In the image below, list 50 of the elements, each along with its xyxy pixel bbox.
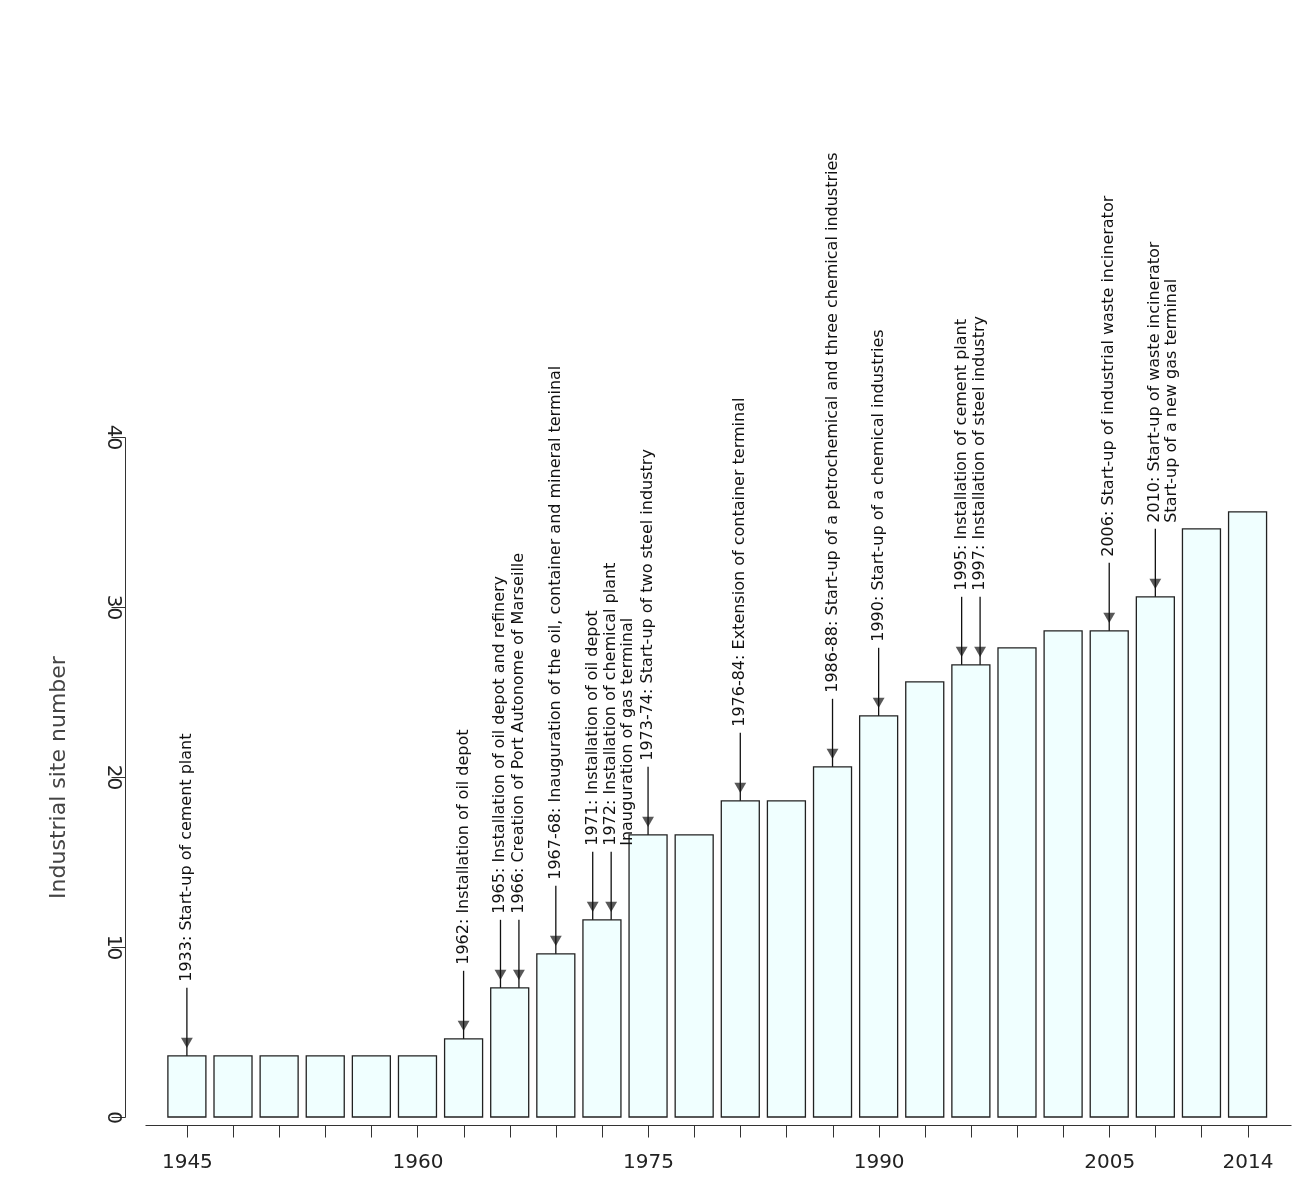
bar	[397, 1055, 438, 1118]
annotation: 1990: Start-up of a chemical industries	[867, 329, 887, 642]
bar	[490, 987, 530, 1118]
x-tick-label: 1975	[623, 1148, 675, 1173]
bar	[1135, 596, 1175, 1118]
annotation: 1997: Installation of steel industry	[969, 316, 989, 591]
bar	[536, 953, 576, 1118]
x-tick-label: 2005	[1084, 1148, 1136, 1173]
y-axis-title: Industrial site number	[44, 655, 70, 899]
bar	[997, 647, 1037, 1118]
y-tick-label: 30	[102, 594, 127, 621]
bar	[1089, 630, 1129, 1118]
annotation: 2010: Start-up of waste incinerator Start-up of a new gas terminal	[1144, 241, 1181, 523]
y-tick-label: 0	[102, 1111, 127, 1124]
bar	[812, 766, 853, 1118]
x-tick-label: 2014	[1222, 1148, 1274, 1173]
annotation: 1995: Installation of cement plant	[950, 319, 970, 591]
bar	[905, 681, 945, 1118]
annotation: 2006: Start-up of industrial waste incinerator	[1098, 195, 1118, 557]
bar	[167, 1055, 207, 1118]
x-tick-label: 1990	[853, 1148, 905, 1173]
x-tick-label: 1945	[161, 1148, 213, 1173]
bar	[858, 715, 899, 1118]
annotation: 1971: Installation of oil depot	[581, 610, 601, 846]
bar	[720, 800, 760, 1118]
bar	[766, 800, 807, 1118]
annotation: 1986-88: Start-up of a petrochemical and three chemical industries	[821, 152, 841, 693]
annotation: 1965: Installation of oil depot and refinery	[489, 575, 509, 914]
annotation: 1976-84: Extension of container terminal	[729, 397, 749, 727]
annotation: 1972: Installation of chemical plant Inauguration of gas terminal	[600, 562, 637, 846]
bar	[305, 1055, 345, 1118]
bar	[1227, 511, 1268, 1118]
bar	[582, 919, 622, 1118]
y-tick-label: 10	[102, 934, 127, 961]
bar	[213, 1055, 253, 1118]
bar	[1181, 528, 1222, 1118]
bar	[259, 1055, 299, 1118]
x-tick-label: 1960	[392, 1148, 444, 1173]
y-tick-label: 40	[102, 424, 127, 451]
y-tick-label: 20	[102, 764, 127, 791]
annotation: 1973-74: Start-up of two steel industry	[637, 449, 657, 761]
bar	[443, 1038, 484, 1118]
bar	[351, 1055, 392, 1118]
bar	[1043, 630, 1083, 1118]
annotation: 1966: Creation of Port Autonome of Marseille	[507, 552, 527, 914]
bar	[951, 664, 991, 1118]
annotation: 1967-68: Inauguration of the oil, container and mineral terminal	[544, 365, 564, 880]
annotation: 1933: Start-up of cement plant	[175, 733, 195, 982]
bar	[674, 834, 714, 1118]
annotation: 1962: Installation of oil depot	[452, 729, 472, 965]
